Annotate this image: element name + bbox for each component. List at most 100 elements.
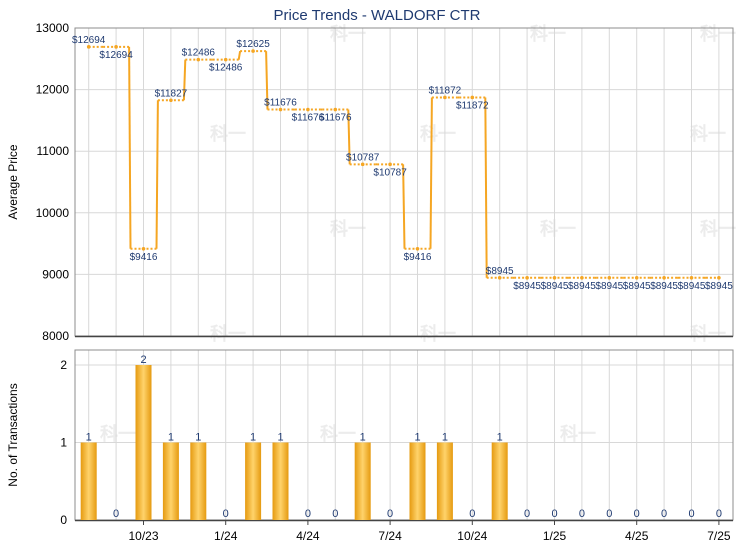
bar-data-label: 1 [195,432,201,444]
watermark-mark: 科一 [420,323,456,344]
x-tick-label: 1/24 [214,529,238,543]
bar-data-label: 2 [140,354,146,366]
bar-data-label: 1 [497,432,503,444]
watermark-mark: 科一 [330,218,366,239]
price-data-label: $8945 [623,281,651,292]
bar-data-label: 0 [387,508,393,520]
bar-data-label: 1 [86,432,92,444]
x-tick-label: 1/25 [543,529,567,543]
transactions-bar-panel: 0 1 2 No. of Transactions 1 0 2 1 1 0 1 1 0 0 1 0 1 1 0 1 0 0… [6,349,734,543]
price-data-label: $12694 [99,50,133,61]
bar-data-label: 0 [579,508,585,520]
line-point [415,246,420,251]
price-data-label: $12486 [182,48,216,59]
price-data-label: $11676 [264,98,297,109]
price-data-label: $11827 [155,88,188,99]
line-point [689,275,694,280]
line-point [388,162,392,167]
price-data-label: $8945 [595,281,623,292]
price-data-label: $10787 [373,167,407,178]
price-data-label: $8945 [650,281,678,292]
y-tick-label: 11000 [37,144,70,158]
y-tick-label: 1 [60,436,67,450]
bar-data-label: 0 [469,508,475,520]
watermark-mark: 科一 [530,23,566,44]
y-tick-label: 12000 [36,83,70,97]
bar-data-label: 0 [305,508,311,520]
watermark-mark: 科一 [320,423,356,444]
line-segment [128,46,132,249]
price-data-label: $11676 [292,113,325,124]
bar-data-label: 0 [661,508,667,520]
price-data-label: $11872 [429,85,462,96]
watermark-mark: 科一 [700,218,736,239]
bar-data-label: 0 [634,508,640,520]
transaction-bar [190,442,207,520]
transaction-bar [135,365,152,520]
transaction-bar [272,442,289,520]
price-data-label: $8945 [541,281,569,292]
y-axis-title: No. of Transactions [6,383,20,486]
transaction-bar [354,442,371,520]
bar-data-label: 0 [524,508,530,520]
line-point [141,246,146,251]
price-data-label: $8945 [568,281,596,292]
bar-data-label: 0 [223,508,229,520]
line-point [86,45,91,49]
bar-data-label: 0 [716,508,722,520]
price-data-label: $12694 [72,35,106,46]
watermark-mark: 科一 [420,123,456,144]
watermark-mark: 科一 [540,218,576,239]
line-point [333,107,338,112]
line-point [552,275,557,280]
chart-title: Price Trends - WALDORF CTR [274,7,481,24]
transaction-bar [491,442,508,520]
line-segment [429,97,433,249]
x-tick-label: 7/24 [378,529,402,543]
line-point [306,107,310,112]
y-tick-label: 0 [60,513,67,527]
line-point [169,98,173,103]
transaction-bar [80,442,97,520]
bar-data-label: 1 [414,432,420,444]
line-segment [155,100,159,249]
bar-data-label: 0 [113,508,119,520]
x-tick-label: 4/25 [625,529,649,543]
bar-data-label: 1 [277,432,283,444]
bar-data-label: 1 [360,432,366,444]
x-tick-label: 10/24 [457,529,487,543]
line-point [662,275,666,280]
price-data-label: $11676 [319,113,352,124]
line-point [580,275,584,280]
watermark-mark: 科一 [100,423,136,444]
line-point [470,95,475,100]
y-tick-label: 13000 [36,21,70,35]
line-segment [237,50,242,60]
line-point [114,45,118,49]
transaction-bar [245,442,262,520]
bar-data-label: 0 [688,508,694,520]
y-tick-label: 8000 [42,329,69,343]
price-data-label: $9416 [404,252,432,263]
line-segment [347,109,351,165]
line-point [443,95,447,100]
watermark-mark: 科一 [560,423,596,444]
line-point [634,275,639,280]
line-point [717,275,721,280]
bar-data-label: 0 [551,508,557,520]
price-data-label: $10787 [346,152,380,163]
line-point [607,275,612,280]
x-tick-label: 4/24 [296,529,320,543]
bar-data-label: 1 [442,432,448,444]
bar-data-label: 0 [606,508,612,520]
watermark-mark: 科一 [690,123,726,144]
price-data-label: $8945 [486,266,514,277]
x-tick-label: 7/25 [707,529,731,543]
price-line-panel: 8000 9000 10000 11000 12000 13000 Average Pric… [6,21,734,343]
y-tick-label: 2 [60,358,67,372]
line-point [497,275,502,280]
line-segment [484,97,488,278]
line-point [525,275,529,280]
